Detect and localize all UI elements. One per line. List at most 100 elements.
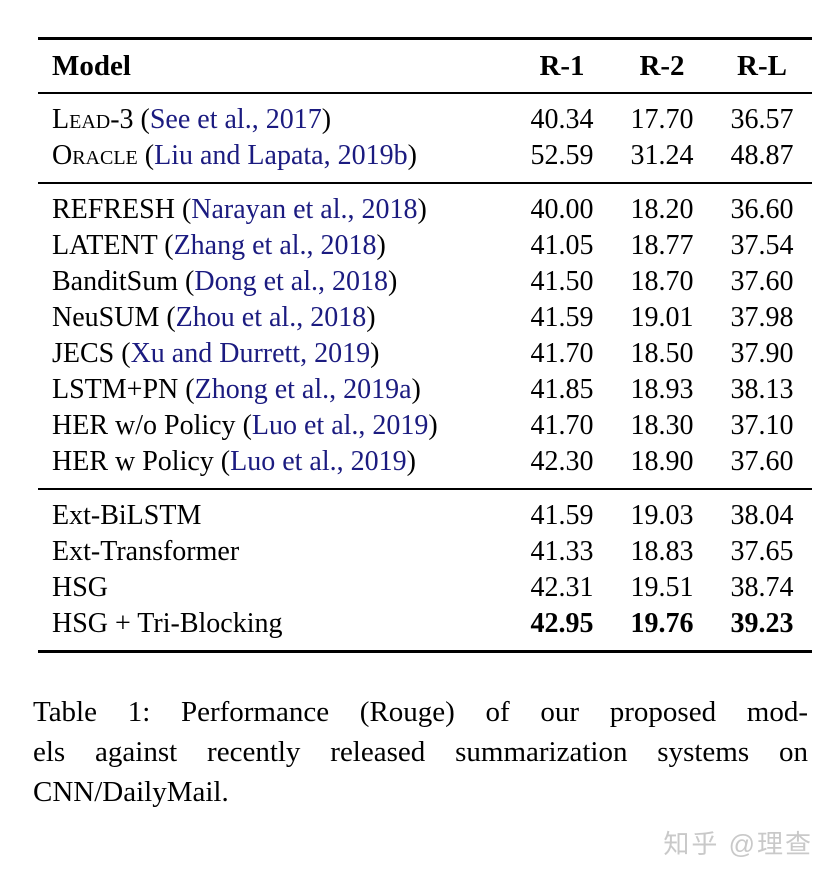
table-body: Lead-3 (See et al., 2017) 40.34 17.70 36…	[38, 94, 812, 650]
citation-link[interactable]: Luo et al., 2019	[251, 410, 429, 441]
table-row: Ext-BiLSTM 41.59 19.03 38.04	[38, 498, 812, 534]
citation-open-paren: (	[133, 104, 150, 135]
citation-wrap: (Xu and Durrett, 2019)	[114, 338, 379, 369]
rl-value: 36.57	[730, 104, 794, 135]
model-name: LSTM+PN	[52, 374, 179, 405]
model-cell: LSTM+PN (Zhong et al., 2019a)	[38, 374, 512, 406]
model-cell: JECS (Xu and Durrett, 2019)	[38, 338, 512, 370]
citation-close-paren: )	[387, 266, 398, 297]
citation-open-paren: (	[235, 410, 252, 441]
citation-link[interactable]: Liu and Lapata, 2019b	[154, 140, 408, 171]
rl-value: 37.98	[730, 302, 794, 333]
table-caption: Table 1: Performance (Rouge) of our prop…	[33, 692, 808, 812]
rl-value: 38.13	[730, 374, 794, 405]
rl-value: 37.60	[730, 266, 794, 297]
rl-value: 36.60	[730, 194, 794, 225]
table-row: Ext-Transformer 41.33 18.83 37.65	[38, 534, 812, 570]
table-header-row: Model R-1 R-2 R-L	[38, 40, 812, 92]
citation-open-paren: (	[137, 140, 155, 171]
r2-value: 18.20	[630, 194, 694, 225]
citation-link[interactable]: Narayan et al., 2018	[191, 194, 418, 225]
table-bottom-rule	[38, 650, 812, 653]
r2-value: 19.76	[630, 608, 694, 639]
results-table: Model R-1 R-2 R-L Lead-3 (See et al., 20…	[38, 37, 812, 653]
model-cell: HSG	[38, 572, 512, 604]
citation-open-paren: (	[159, 302, 176, 333]
model-name: JECS	[52, 338, 115, 369]
model-cell: NeuSUM (Zhou et al., 2018)	[38, 302, 512, 334]
rl-value: 38.74	[730, 572, 794, 603]
model-name: HER w/o Policy	[52, 410, 236, 441]
citation-link[interactable]: Xu and Durrett, 2019	[130, 338, 371, 369]
r2-value: 18.50	[630, 338, 694, 369]
citation-link[interactable]: Dong et al., 2018	[194, 266, 388, 297]
header-model: Model	[52, 49, 131, 82]
table-row: HER w Policy (Luo et al., 2019) 42.30 18…	[38, 444, 812, 480]
rl-value: 38.04	[730, 500, 794, 531]
citation-wrap: (See et al., 2017)	[134, 104, 332, 135]
r1-value: 41.33	[530, 536, 594, 567]
r2-value: 18.77	[630, 230, 694, 261]
model-name: BanditSum	[52, 266, 179, 297]
table-group: Lead-3 (See et al., 2017) 40.34 17.70 36…	[38, 94, 812, 182]
citation-link[interactable]: Luo et al., 2019	[230, 446, 407, 477]
citation-wrap: (Zhou et al., 2018)	[159, 302, 375, 333]
model-name: HSG + Tri-Blocking	[52, 608, 283, 639]
group-divider-rule	[38, 182, 812, 184]
r1-value: 41.70	[530, 338, 594, 369]
r2-value: 18.83	[630, 536, 694, 567]
model-name: HSG	[52, 572, 109, 603]
r2-value: 17.70	[630, 104, 694, 135]
caption-line: Table 1: Performance (Rouge) of our prop…	[33, 696, 808, 728]
citation-link[interactable]: Zhou et al., 2018	[175, 302, 367, 333]
rl-value: 37.60	[730, 446, 794, 477]
citation-close-paren: )	[321, 104, 332, 135]
model-name: Ext-BiLSTM	[52, 500, 202, 531]
model-name: HER w Policy	[52, 446, 214, 477]
citation-link[interactable]: See et al., 2017	[149, 104, 322, 135]
citation-close-paren: )	[411, 374, 421, 405]
r2-value: 18.70	[630, 266, 694, 297]
r1-value: 42.30	[530, 446, 594, 477]
header-bottom-rule	[38, 92, 812, 94]
citation-wrap: (Luo et al., 2019)	[236, 410, 438, 441]
citation-link[interactable]: Zhang et al., 2018	[173, 230, 377, 261]
caption-line: els against recently released summarizat…	[33, 736, 808, 768]
r2-value: 19.03	[630, 500, 694, 531]
model-name: NeuSUM	[52, 302, 160, 333]
citation-wrap: (Zhong et al., 2019a)	[178, 374, 421, 405]
table-row: LSTM+PN (Zhong et al., 2019a) 41.85 18.9…	[38, 372, 812, 408]
model-cell: HER w/o Policy (Luo et al., 2019)	[38, 410, 512, 442]
group-divider-rule	[38, 488, 812, 490]
citation-open-paren: (	[114, 338, 131, 369]
watermark-zhihu: 知乎 @理查	[663, 829, 813, 859]
model-name: REFRESH	[52, 194, 175, 225]
caption-line: CNN/DailyMail.	[33, 776, 229, 808]
r1-value: 40.34	[530, 104, 594, 135]
rl-value: 37.90	[730, 338, 794, 369]
model-cell: HER w Policy (Luo et al., 2019)	[38, 446, 512, 478]
rl-value: 39.23	[730, 608, 794, 639]
citation-close-paren: )	[428, 410, 438, 441]
table-group: REFRESH (Narayan et al., 2018) 40.00 18.…	[38, 184, 812, 488]
model-cell: Oracle (Liu and Lapata, 2019b)	[38, 140, 512, 172]
citation-wrap: (Zhang et al., 2018)	[157, 230, 386, 261]
r2-value: 31.24	[630, 140, 694, 171]
model-cell: Ext-Transformer	[38, 536, 512, 568]
table-row: Lead-3 (See et al., 2017) 40.34 17.70 36…	[38, 102, 812, 138]
citation-link[interactable]: Zhong et al., 2019a	[194, 374, 412, 405]
citation-close-paren: )	[407, 140, 417, 171]
rl-value: 37.65	[730, 536, 794, 567]
model-name: Lead-3	[52, 104, 134, 135]
r1-value: 42.95	[530, 608, 594, 639]
citation-open-paren: (	[157, 230, 174, 261]
table-row: HSG + Tri-Blocking 42.95 19.76 39.23	[38, 606, 812, 642]
table-row: REFRESH (Narayan et al., 2018) 40.00 18.…	[38, 192, 812, 228]
r1-value: 42.31	[530, 572, 594, 603]
citation-close-paren: )	[376, 230, 386, 261]
table-row: BanditSum (Dong et al., 2018) 41.50 18.7…	[38, 264, 812, 300]
model-cell: BanditSum (Dong et al., 2018)	[38, 266, 512, 298]
rl-value: 37.54	[730, 230, 794, 261]
model-cell: LATENT (Zhang et al., 2018)	[38, 230, 512, 262]
rl-value: 48.87	[730, 140, 794, 171]
